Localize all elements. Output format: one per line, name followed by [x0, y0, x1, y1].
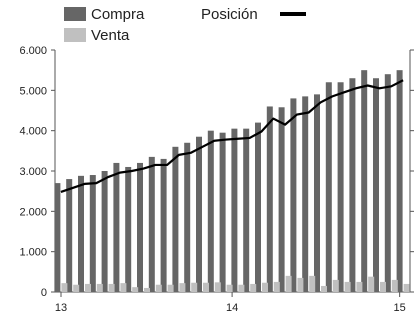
legend: Compra Venta Posición — [64, 6, 306, 44]
compra-bar — [207, 130, 214, 292]
compra-bar — [349, 78, 356, 292]
legend-swatch-posicion — [280, 12, 306, 16]
venta-bar — [191, 282, 198, 292]
venta-bar — [108, 283, 115, 292]
venta-bar — [356, 281, 363, 292]
compra-bar — [184, 142, 191, 292]
x-tick-label: 15 — [394, 302, 406, 314]
venta-bar — [368, 276, 375, 292]
venta-bar — [380, 281, 386, 292]
compra-bar — [231, 128, 238, 292]
venta-bar — [155, 284, 162, 292]
y-tick-label: 4.000 — [19, 126, 47, 138]
venta-bar — [332, 279, 339, 292]
y-tick-label: 6.000 — [19, 45, 47, 57]
venta-bar — [262, 282, 268, 292]
compra-bar — [172, 146, 179, 292]
venta-bar — [309, 275, 316, 292]
compra-bar — [219, 132, 226, 292]
venta-bar — [144, 287, 150, 292]
venta-bar — [344, 281, 351, 292]
venta-bar — [132, 287, 139, 292]
compra-bar — [148, 156, 155, 292]
compra-bar — [255, 122, 261, 292]
y-tick-label: 5.000 — [19, 85, 47, 97]
venta-bar — [203, 282, 209, 292]
y-tick-label: 3.000 — [19, 166, 47, 178]
compra-bar — [396, 70, 403, 293]
compra-bar — [290, 98, 297, 293]
compra-bar — [337, 82, 344, 293]
compra-bar — [125, 166, 132, 292]
compra-bar — [89, 175, 96, 292]
compra-bar — [361, 70, 368, 293]
compra-bar — [78, 175, 84, 292]
compra-bar — [266, 106, 273, 292]
legend-label-compra: Compra — [91, 6, 145, 23]
compra-bar — [196, 136, 202, 292]
compra-bar — [373, 78, 379, 292]
legend-swatch-venta — [64, 28, 86, 42]
venta-bar — [167, 284, 174, 292]
compra-bar — [302, 96, 309, 292]
x-tick-label: 13 — [55, 302, 67, 314]
venta-bar — [403, 283, 410, 292]
venta-bar — [285, 275, 292, 292]
compra-bar — [314, 94, 320, 292]
venta-bar — [179, 283, 186, 292]
position-line — [60, 79, 404, 194]
legend-label-venta: Venta — [91, 27, 130, 44]
venta-bar — [96, 283, 103, 292]
venta-bar — [273, 281, 280, 292]
compra-bar — [113, 162, 120, 292]
venta-bar — [120, 283, 127, 292]
compra-bar — [101, 171, 108, 292]
venta-bar — [250, 283, 257, 292]
venta-bar — [85, 283, 91, 292]
x-tick-label: 14 — [226, 302, 238, 314]
compra-bar — [243, 128, 250, 292]
compra-bar — [384, 74, 391, 292]
venta-bar — [73, 284, 80, 292]
venta-bar — [321, 285, 327, 292]
compra-bar — [137, 162, 143, 292]
venta-bar — [214, 282, 221, 292]
venta-bar — [226, 284, 233, 292]
bars — [54, 70, 410, 293]
y-tick-label: 2.000 — [19, 206, 47, 218]
legend-label-posicion: Posición — [201, 6, 258, 23]
compra-bar — [278, 107, 285, 292]
legend-swatch-compra — [64, 7, 86, 21]
compra-bar — [54, 183, 61, 292]
y-tick-label: 0 — [41, 287, 47, 299]
compra-bar — [66, 179, 73, 292]
venta-bar — [391, 279, 398, 292]
venta-bar — [238, 284, 245, 292]
tick-labels: 0 1.000 2.000 3.000 4.000 5.000 6.000 13 14 15 — [19, 45, 405, 314]
posicion-line — [60, 79, 404, 194]
venta-bar — [61, 283, 68, 292]
compra-bar — [160, 158, 167, 292]
compra-bar — [325, 82, 332, 293]
venta-bar — [297, 277, 304, 292]
y-tick-label: 1.000 — [19, 247, 47, 259]
